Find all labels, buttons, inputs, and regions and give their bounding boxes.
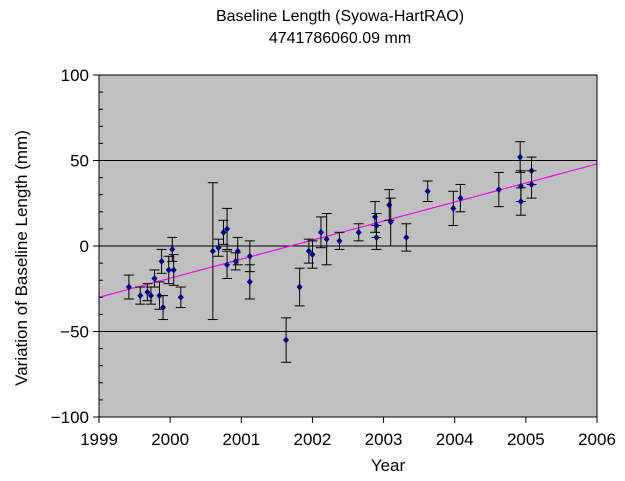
point-marker [387, 218, 394, 226]
x-tick-label: 2003 [365, 430, 403, 449]
y-tick-label: 0 [80, 237, 89, 256]
x-tick-label: 2001 [222, 430, 260, 449]
point-marker [305, 247, 312, 255]
point-marker [209, 247, 216, 255]
axes: 100 50 0 −50 −100 1999 2000 2001 2002 2003 2004 200… [51, 66, 616, 449]
data-point [145, 286, 156, 305]
data-points [123, 141, 537, 363]
point-marker [147, 292, 154, 300]
data-point [353, 223, 364, 242]
point-marker [317, 228, 324, 236]
chart-title: Baseline Length (Syowa-HartRAO) [215, 8, 465, 25]
data-point [222, 250, 233, 279]
point-marker [336, 237, 343, 245]
x-tick-label: 2000 [151, 430, 189, 449]
data-point [526, 170, 537, 199]
point-marker [151, 274, 158, 282]
point-marker [158, 257, 165, 265]
point-marker [160, 304, 167, 312]
y-tick-label: −50 [60, 323, 89, 342]
point-marker [283, 336, 290, 344]
data-point [149, 269, 160, 288]
data-point [515, 141, 526, 173]
point-marker [137, 292, 144, 300]
point-marker [215, 244, 222, 252]
chart-subtitle: 4741786060.09 mm [268, 30, 412, 47]
point-marker [234, 247, 241, 255]
data-point [422, 180, 433, 203]
x-tick-label: 2004 [436, 430, 474, 449]
point-marker [224, 225, 231, 233]
data-point [294, 267, 305, 307]
data-point [163, 255, 174, 285]
data-point [168, 254, 179, 286]
data-point [371, 213, 382, 238]
data-point [158, 295, 169, 321]
data-point [334, 231, 345, 250]
x-tick-label: 1999 [80, 430, 118, 449]
y-tick-label: 100 [61, 66, 89, 85]
data-point [244, 264, 255, 300]
data-point [123, 274, 134, 300]
point-marker [125, 283, 132, 291]
point-marker [528, 180, 535, 188]
data-point [135, 286, 146, 305]
point-marker [144, 288, 151, 296]
point-marker [232, 257, 239, 265]
data-point [167, 236, 178, 262]
data-point [156, 248, 167, 274]
data-point [232, 236, 243, 266]
data-point [401, 223, 412, 252]
y-axis-label: Variation of Baseline Length (mm) [12, 130, 31, 386]
point-marker [224, 261, 231, 269]
trend-line [98, 163, 598, 298]
trend-line-group [98, 163, 598, 298]
point-marker [170, 266, 177, 274]
data-point [307, 240, 318, 269]
x-tick-label: 2005 [507, 430, 545, 449]
point-marker [246, 252, 253, 260]
data-point [175, 286, 186, 309]
point-marker [403, 233, 410, 241]
point-marker [373, 221, 380, 229]
point-marker [323, 235, 330, 243]
point-marker [495, 186, 502, 194]
point-marker [450, 204, 457, 212]
data-point [455, 183, 466, 213]
x-tick-label: 2002 [294, 430, 332, 449]
y-tick-label: 50 [70, 152, 89, 171]
point-marker [177, 293, 184, 301]
data-point [385, 197, 396, 247]
point-marker [165, 266, 172, 274]
data-point [493, 171, 504, 208]
data-point [222, 207, 233, 250]
data-point [515, 187, 526, 216]
point-marker [424, 187, 431, 195]
gridlines [99, 160, 597, 332]
point-marker [457, 194, 464, 202]
point-marker [296, 283, 303, 291]
x-tick-label: 2006 [578, 430, 616, 449]
point-marker [309, 251, 316, 259]
point-marker [355, 228, 362, 236]
point-marker [517, 153, 524, 161]
data-point [213, 238, 224, 257]
point-marker [169, 245, 176, 253]
y-tick-label: −100 [51, 408, 89, 427]
data-point [321, 213, 332, 266]
point-marker [246, 278, 253, 286]
point-marker [220, 228, 227, 236]
data-point [315, 216, 326, 249]
data-point [207, 182, 218, 321]
data-point [281, 317, 292, 363]
point-marker [517, 198, 524, 206]
x-axis-label: Year [371, 456, 406, 475]
data-point [448, 190, 459, 226]
